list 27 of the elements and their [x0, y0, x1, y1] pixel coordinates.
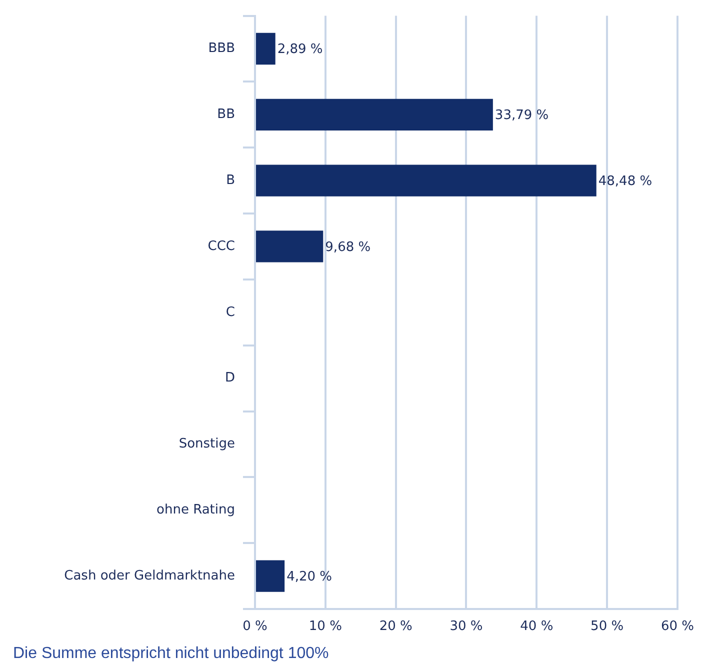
data-label: 33,79 % [494, 108, 549, 124]
x-tick-label: 10 % [308, 619, 342, 634]
data-label: 9,68 % [325, 240, 371, 255]
y-tick-label: BB [217, 107, 235, 122]
x-tick-label: 20 % [379, 619, 412, 634]
y-tick-label: Sonstige [178, 436, 235, 452]
bar [256, 560, 285, 592]
y-tick-label: Cash oder Geldmarktnahe [64, 568, 235, 584]
y-tick-label: C [226, 304, 235, 320]
x-tick-label: 60 % [660, 619, 694, 634]
data-label: 2,89 % [277, 42, 323, 58]
bar [256, 32, 276, 65]
y-tick-label: BBB [208, 41, 235, 56]
y-tick-label: D [224, 370, 235, 386]
y-tick-label: ohne Rating [156, 502, 235, 518]
x-tick-label: 30 % [450, 619, 483, 634]
bar [256, 98, 493, 130]
x-tick-label: 40 % [520, 619, 554, 634]
bar [256, 164, 596, 196]
text: Die Summe entspricht nicht unbedingt 100% [13, 645, 329, 663]
x-tick-label: 0 % [242, 619, 268, 634]
x-tick-label: 50 % [590, 619, 624, 634]
y-tick-label: CCC [208, 238, 235, 254]
y-tick-label: B [226, 172, 235, 188]
bar [256, 230, 324, 262]
data-label: 48,48 % [598, 174, 652, 189]
data-label: 4,20 % [286, 569, 332, 584]
